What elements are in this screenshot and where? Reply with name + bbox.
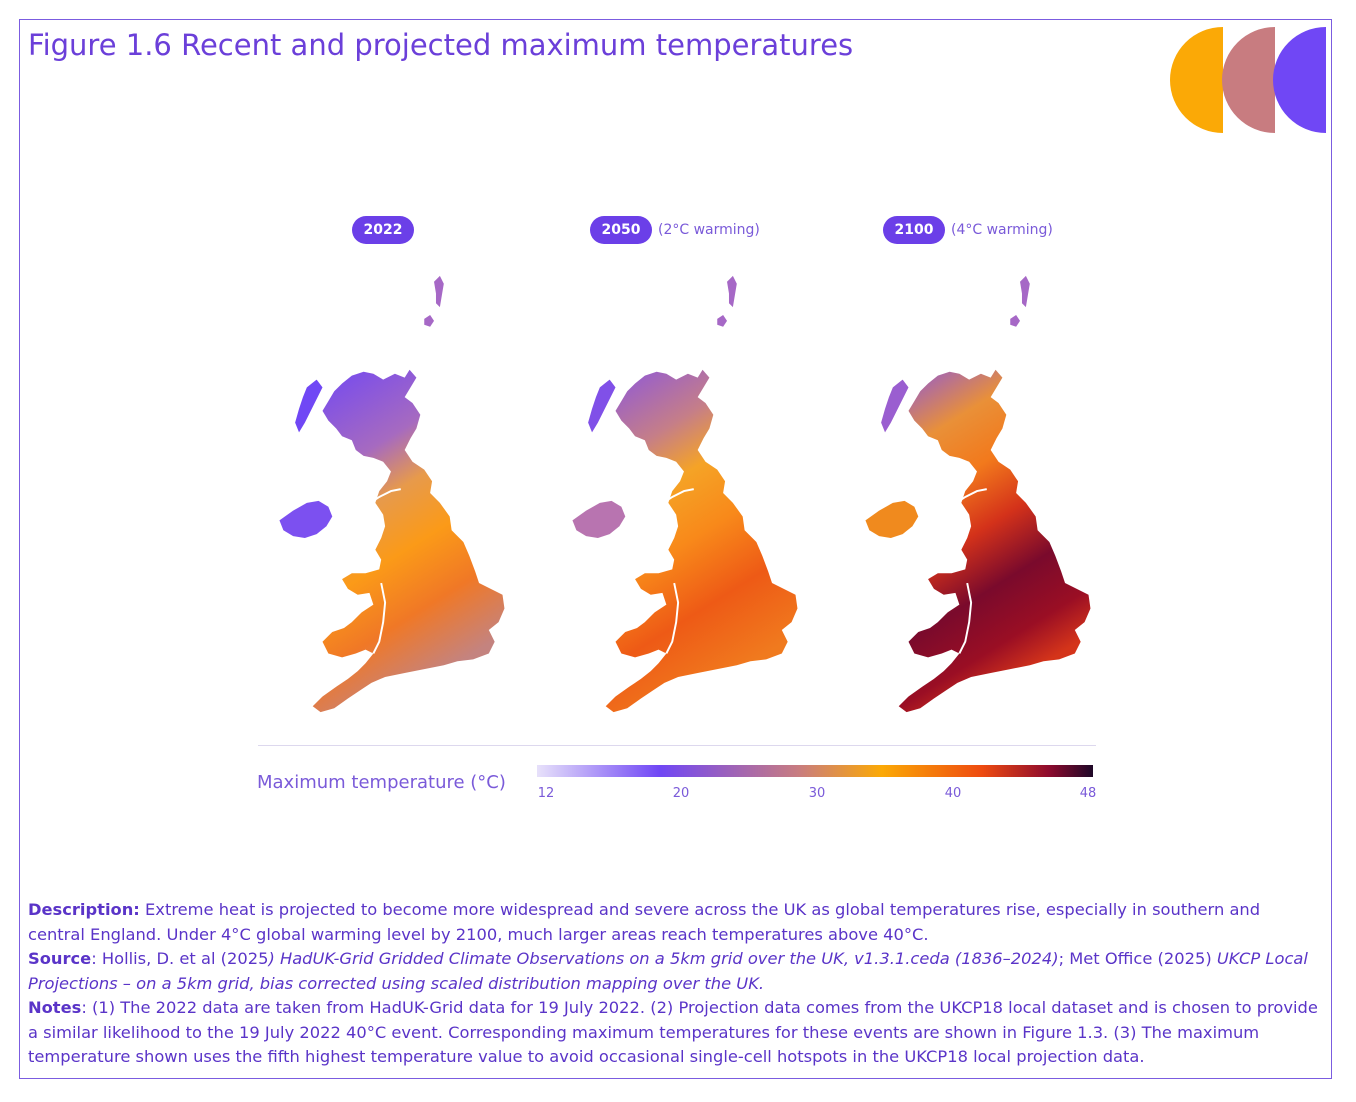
source-italic-2: UKCP Local Projections – on a 5km grid, …	[28, 949, 1308, 993]
region-islands-hebrides	[295, 379, 323, 433]
brand-logo	[1170, 27, 1326, 133]
border-wales-england	[372, 582, 387, 654]
region-islands-orkney	[1010, 315, 1021, 327]
notes-paragraph: Notes: (1) The 2022 data are taken from …	[28, 996, 1318, 1070]
legend-color-scale	[537, 765, 1093, 777]
region-islands-hebrides	[881, 379, 909, 433]
legend-tick: 12	[537, 786, 555, 801]
legend-tick: 40	[944, 786, 962, 801]
figure-footer: Description: Extreme heat is projected t…	[28, 898, 1318, 1070]
legend-tick: 30	[808, 786, 826, 801]
region-islands-shetland	[434, 275, 444, 308]
map-2050	[572, 275, 798, 713]
logo-rose-half-circle	[1222, 27, 1275, 133]
border-wales-england	[665, 582, 680, 654]
region-islands-shetland	[1020, 275, 1030, 308]
region-islands-orkney	[424, 315, 435, 327]
border-wales-england	[958, 582, 973, 654]
figure-title: Figure 1.6 Recent and projected maximum …	[28, 28, 854, 62]
notes-label: Notes	[28, 998, 82, 1017]
region-great-britain	[605, 369, 798, 713]
logo-orange-half-circle	[1170, 27, 1223, 133]
panel-warming-2050: (2°C warming)	[658, 222, 760, 238]
notes-text: : (1) The 2022 data are taken from HadUK…	[28, 998, 1318, 1066]
region-northern-ireland	[865, 500, 919, 539]
region-islands-shetland	[727, 275, 737, 308]
map-2022	[279, 275, 505, 713]
description-paragraph: Description: Extreme heat is projected t…	[28, 898, 1318, 947]
legend-title: Maximum temperature (°C)	[257, 772, 506, 793]
region-northern-ireland	[572, 500, 626, 539]
panel-warming-2100: (4°C warming)	[951, 222, 1053, 238]
legend-tick: 48	[1079, 786, 1097, 801]
map-2100	[865, 275, 1091, 713]
description-label: Description:	[28, 900, 140, 919]
region-northern-ireland	[279, 500, 333, 539]
source-label: Source	[28, 949, 92, 968]
source-italic-1: ) HadUK-Grid Gridded Climate Observation…	[268, 949, 1059, 968]
panel-year-2050: 2050	[590, 216, 652, 244]
source-paragraph: Source: Hollis, D. et al (2025) HadUK-Gr…	[28, 947, 1318, 996]
source-text-1: : Hollis, D. et al (2025	[91, 949, 269, 968]
border-scotland-england	[659, 488, 694, 506]
region-islands-orkney	[717, 315, 728, 327]
source-text-2: ; Met Office (2025)	[1058, 949, 1217, 968]
border-scotland-england	[366, 488, 401, 506]
region-great-britain	[898, 369, 1091, 713]
legend-tick: 20	[672, 786, 690, 801]
border-scotland-england	[952, 488, 987, 506]
panel-year-2022: 2022	[352, 216, 414, 244]
region-great-britain	[312, 369, 505, 713]
panel-year-2100: 2100	[883, 216, 945, 244]
legend-divider	[258, 745, 1096, 746]
description-text: Extreme heat is projected to become more…	[28, 900, 1261, 944]
figure-frame	[19, 19, 1332, 1079]
logo-purple-half-circle	[1273, 27, 1326, 133]
region-islands-hebrides	[588, 379, 616, 433]
